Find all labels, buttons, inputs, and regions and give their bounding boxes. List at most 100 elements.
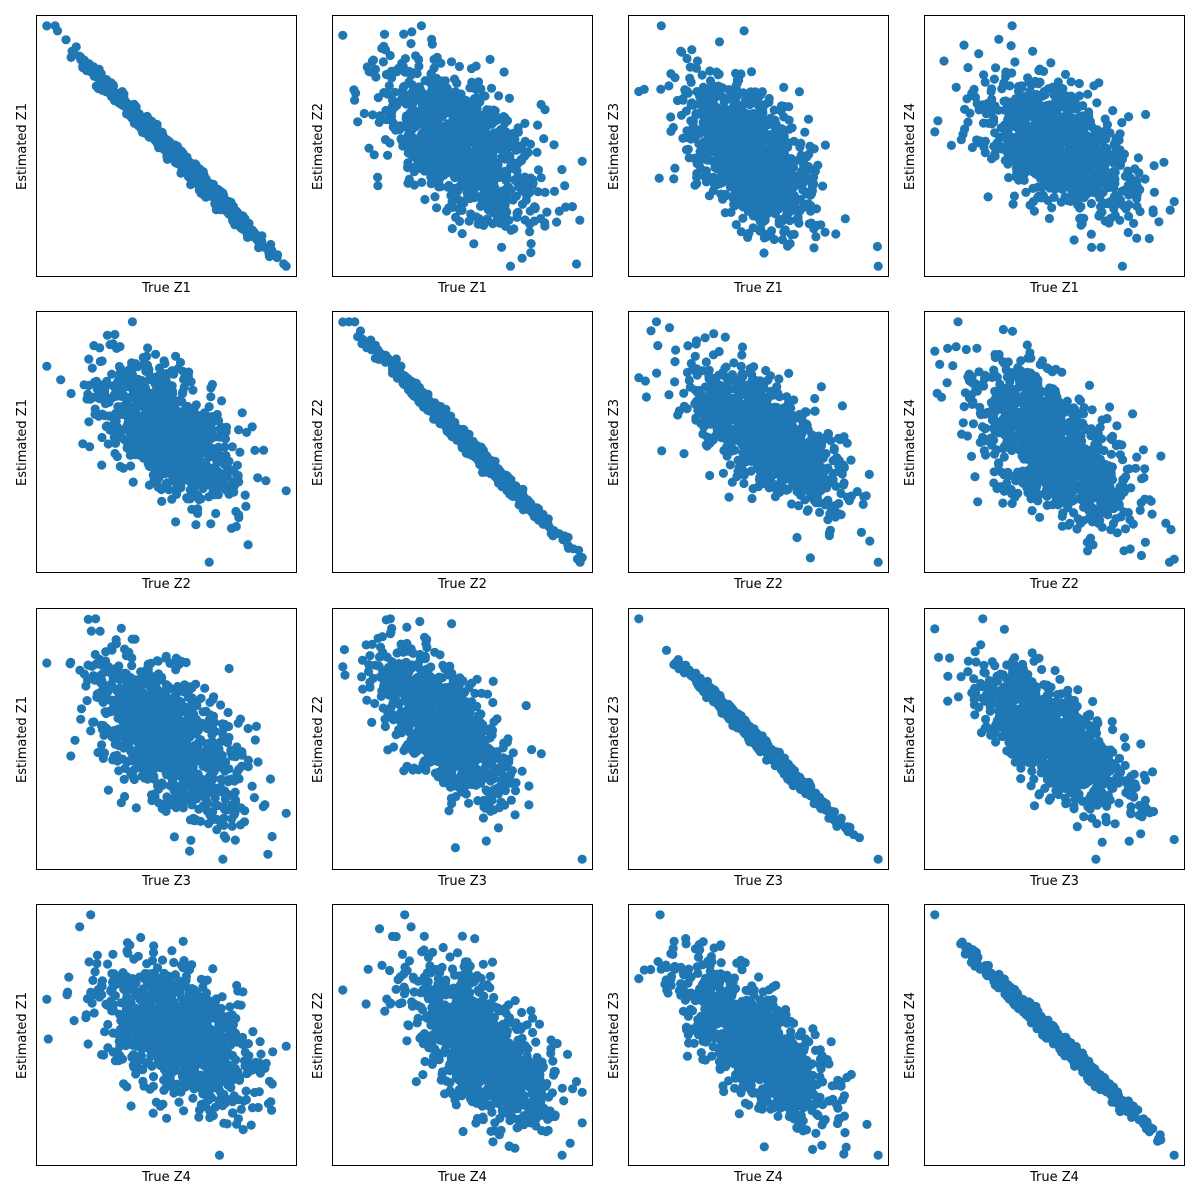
scatter-point: [577, 156, 587, 166]
scatter-point: [1124, 112, 1134, 122]
scatter-point: [760, 132, 771, 142]
scatter-point: [461, 160, 471, 170]
scatter-point: [779, 227, 789, 237]
scatter-point: [103, 439, 113, 449]
scatter-point: [996, 144, 1006, 154]
scatter-point: [516, 141, 527, 151]
scatter-point: [144, 436, 154, 446]
scatter-point: [714, 37, 725, 47]
scatter-point: [1001, 67, 1011, 77]
scatter-point: [429, 54, 439, 65]
scatter-point: [522, 178, 532, 188]
scatter-point: [464, 216, 474, 226]
scatter-point: [116, 388, 126, 399]
axes-frame: [924, 15, 1185, 277]
scatter-point: [496, 144, 506, 154]
scatter-point: [350, 95, 360, 105]
scatter-point: [1117, 261, 1127, 271]
scatter-point: [1095, 209, 1105, 219]
scatter-point: [207, 379, 217, 390]
scatter-point: [1010, 57, 1020, 67]
scatter-point: [396, 134, 406, 144]
scatter-point: [731, 168, 741, 178]
scatter-point: [379, 29, 390, 39]
scatter-point: [724, 114, 734, 124]
scatter-point: [87, 363, 97, 373]
scatter-point: [459, 96, 469, 106]
scatter-point: [450, 87, 461, 97]
scatter-point: [218, 474, 228, 484]
scatter-point: [1037, 110, 1047, 120]
scatter-point: [761, 199, 771, 209]
scatter-point: [557, 165, 567, 175]
scatter-plot-area: [930, 21, 1179, 271]
scatter-point: [748, 172, 759, 182]
scatter-point: [758, 187, 768, 197]
scatter-point: [175, 357, 186, 368]
scatter-point: [959, 40, 969, 50]
scatter-point: [505, 140, 515, 150]
scatter-point: [428, 89, 438, 99]
scatter-point: [1083, 118, 1093, 128]
scatter-point: [407, 27, 417, 37]
scatter-point: [694, 159, 704, 169]
scatter-point: [707, 80, 717, 90]
scatter-point: [400, 54, 410, 64]
scatter-point: [1026, 143, 1036, 153]
scatter-point: [1104, 218, 1114, 228]
scatter-point: [960, 104, 970, 114]
scatter-point: [1028, 108, 1038, 118]
scatter-point: [203, 448, 214, 458]
scatter-point: [741, 202, 751, 212]
scatter-point: [143, 343, 153, 353]
scatter-point: [138, 425, 148, 436]
scatter-point: [525, 139, 536, 149]
scatter-point: [712, 87, 722, 97]
scatter-point: [446, 57, 457, 67]
scatter-point: [1129, 218, 1139, 228]
scatter-point: [385, 138, 395, 148]
scatter-point: [1141, 109, 1151, 120]
scatter-point: [1045, 83, 1055, 93]
scatter-point: [1074, 78, 1084, 89]
scatter-point: [730, 186, 741, 196]
scatter-point: [1098, 144, 1109, 154]
scatter-point: [939, 56, 949, 66]
scatter-point: [440, 85, 450, 95]
scatter-point: [1009, 191, 1019, 201]
scatter-point: [160, 358, 170, 369]
scatter-point: [1002, 100, 1013, 110]
scatter-point: [478, 115, 488, 125]
scatter-point: [110, 438, 120, 448]
scatter-point: [1041, 177, 1051, 187]
scatter-point: [240, 490, 250, 500]
scatter-point: [136, 444, 146, 454]
scatter-point: [525, 227, 535, 237]
x-axis-label: True Z1: [438, 281, 487, 296]
scatter-point: [78, 439, 88, 449]
scatter-point: [126, 461, 136, 471]
scatter-point: [452, 147, 462, 158]
scatter-point: [133, 437, 143, 447]
scatter-point: [416, 140, 426, 151]
scatter-point: [1089, 81, 1099, 91]
scatter-point: [1011, 118, 1021, 128]
scatter-point: [1109, 158, 1119, 168]
scatter-point: [206, 392, 216, 402]
scatter-point: [668, 122, 678, 133]
scatter-point: [203, 467, 213, 477]
scatter-point: [475, 134, 486, 144]
y-axis-label: Estimated Z1: [15, 102, 30, 190]
scatter-point: [786, 154, 796, 164]
scatter-point: [194, 448, 205, 458]
scatter-point: [1169, 197, 1179, 207]
scatter-point: [800, 127, 810, 137]
scatter-point: [204, 557, 214, 567]
scatter-point: [212, 458, 222, 468]
scatter-point: [805, 141, 815, 151]
scatter-point: [687, 98, 697, 108]
scatter-point: [708, 109, 718, 120]
scatter-point: [980, 77, 990, 87]
axes-frame: [332, 15, 593, 277]
scatter-point: [183, 494, 193, 504]
